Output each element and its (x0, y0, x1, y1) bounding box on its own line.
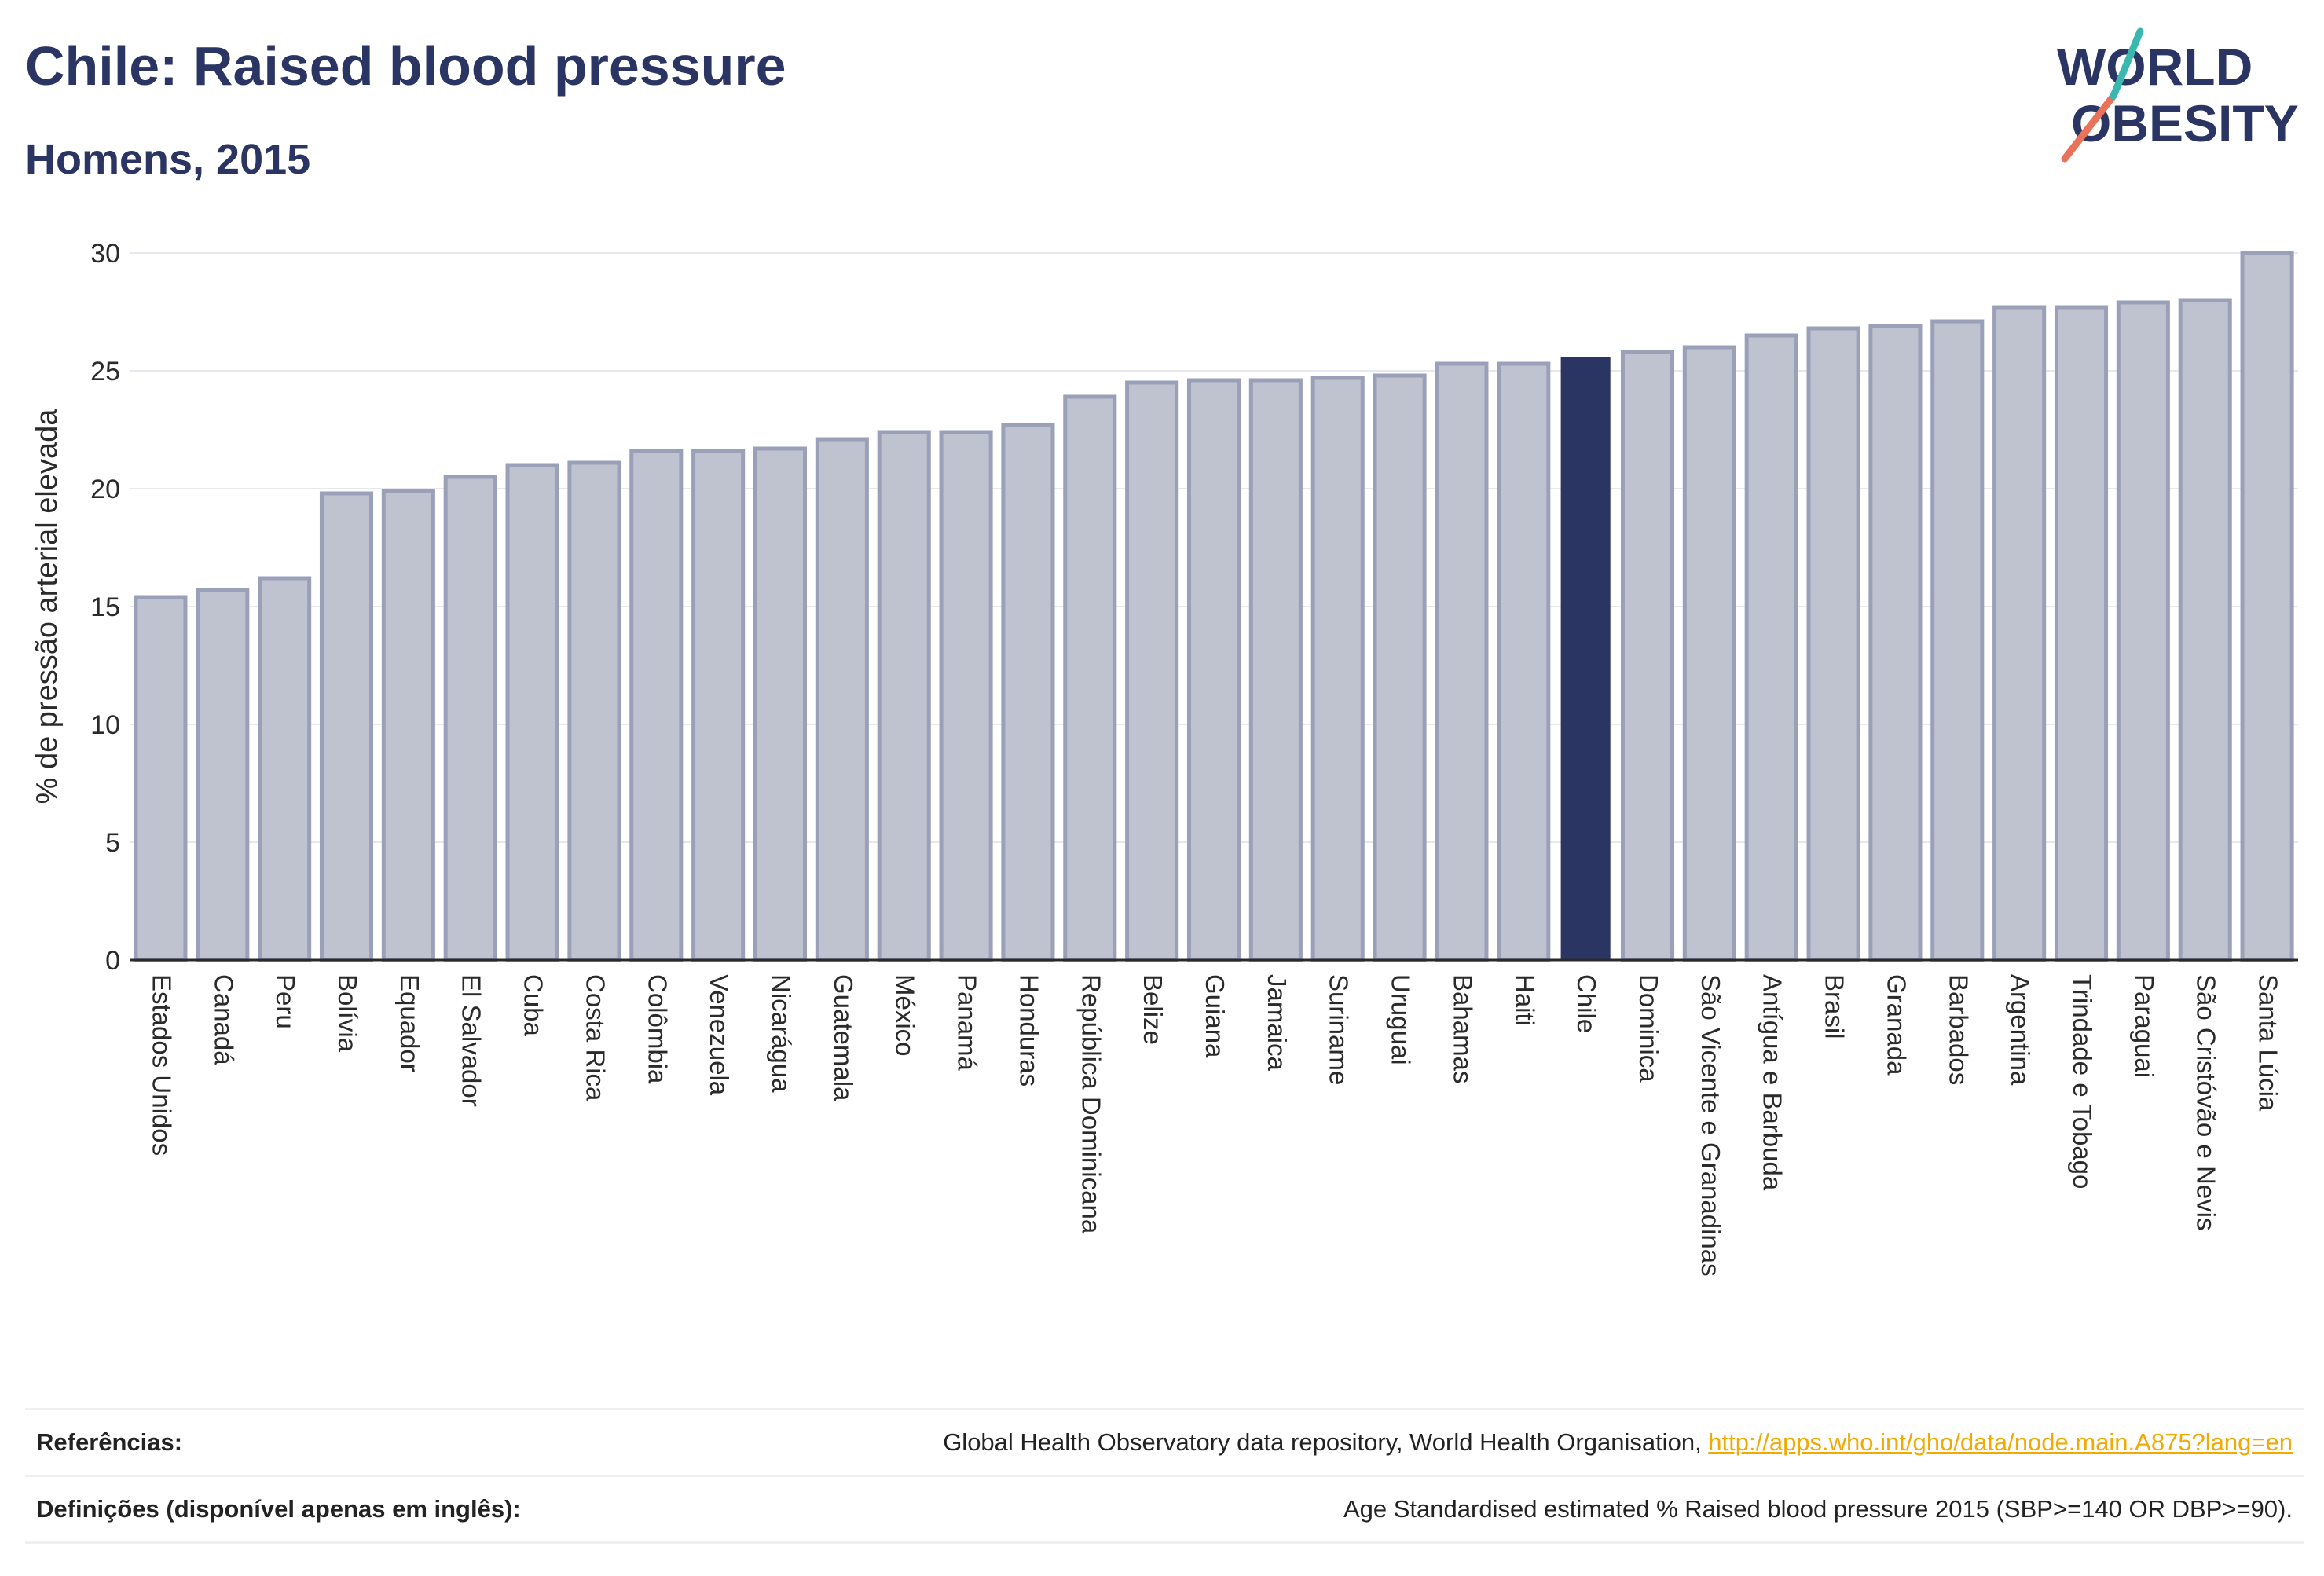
y-tick-label: 30 (90, 239, 120, 269)
x-category-label: Brasil (1820, 974, 1849, 1039)
logo-line1: WORLD (2057, 38, 2253, 96)
y-axis-title: % de pressão arterial elevada (31, 409, 64, 804)
y-axis-ticks: 0 5 10 15 20 25 30 (90, 239, 120, 976)
bar (319, 491, 374, 962)
x-category-label: São Cristóvão e Nevis (2192, 974, 2221, 1230)
references-label: Referências: (36, 1428, 183, 1456)
bar (567, 460, 621, 962)
x-category-label: Equador (395, 974, 424, 1072)
bar (1125, 380, 1179, 962)
x-category-label: Barbados (1944, 974, 1973, 1085)
bar (1497, 361, 1551, 962)
references-text: Global Health Observatory data repositor… (943, 1428, 1709, 1456)
x-category-label: Nicarágua (767, 974, 796, 1093)
bar (1744, 333, 1798, 962)
x-category-label: El Salvador (457, 974, 486, 1107)
y-tick-label: 10 (90, 710, 120, 740)
bar (381, 489, 435, 962)
x-category-label: Dominica (1634, 974, 1663, 1083)
y-tick-label: 15 (90, 592, 120, 622)
x-category-label: Jamaica (1263, 974, 1292, 1072)
bar (1248, 378, 1303, 962)
bar (629, 449, 684, 962)
bar (939, 430, 993, 962)
bar (1930, 319, 1985, 962)
references-link[interactable]: http://apps.who.int/gho/data/node.main.A… (1708, 1428, 2293, 1456)
bar (691, 449, 746, 962)
bar (1186, 378, 1241, 962)
x-category-label: Paraguai (2130, 974, 2159, 1078)
world-obesity-logo: WORLD OBESITY (2057, 27, 2299, 163)
y-tick-label: 5 (105, 828, 120, 858)
x-category-label: Suriname (1325, 974, 1354, 1085)
x-category-label: Haiti (1510, 974, 1539, 1026)
x-category-label: Estados Unidos (147, 974, 176, 1156)
bar (134, 595, 188, 962)
x-category-label: Trindade e Tobago (2068, 974, 2097, 1189)
y-tick-label: 25 (90, 357, 120, 387)
x-category-label: Venezuela (705, 974, 734, 1096)
x-category-label: Bolívia (333, 974, 362, 1053)
chart-subtitle: Homens, 2015 (25, 136, 311, 183)
x-category-label: São Vicente e Granadinas (1696, 974, 1725, 1277)
bar (1682, 345, 1736, 962)
y-tick-label: 20 (90, 475, 120, 504)
x-category-label: Costa Rica (581, 974, 610, 1101)
bar (2116, 300, 2170, 962)
x-category-label: Uruguai (1387, 974, 1416, 1065)
bar (1868, 324, 1923, 962)
bar (1620, 350, 1675, 962)
bar (1310, 376, 1365, 962)
x-category-label: Colômbia (643, 974, 672, 1084)
x-category-label: Argentina (2006, 974, 2035, 1086)
x-category-label: Panamá (953, 974, 982, 1072)
x-category-label: Peru (271, 974, 300, 1029)
x-category-label: Chile (1572, 974, 1601, 1033)
bars (134, 251, 2294, 962)
bar (443, 475, 497, 962)
bar (2054, 305, 2109, 962)
bar-chart: 0 5 10 15 20 25 30 Estados Unidos Canadá Peru Bol… (31, 239, 2298, 1277)
x-category-label: Canadá (209, 974, 238, 1065)
bar (1063, 394, 1117, 962)
x-category-label: Cuba (519, 974, 548, 1037)
x-category-label: Bahamas (1448, 974, 1477, 1083)
definitions-label: Definições (disponível apenas em inglês)… (36, 1495, 521, 1523)
x-category-label: Guatemala (829, 974, 858, 1101)
x-category-label: Antígua e Barbuda (1758, 974, 1787, 1191)
bar (258, 576, 312, 962)
bar (1806, 326, 1860, 962)
definitions-row: Definições (disponível apenas em inglês)… (25, 1475, 2304, 1544)
bar (2178, 298, 2232, 962)
bar (505, 463, 559, 962)
x-category-label: Santa Lúcia (2254, 974, 2283, 1112)
references-value: Global Health Observatory data repositor… (943, 1428, 2304, 1457)
chart-title: Chile: Raised blood pressure (25, 35, 786, 97)
x-category-label: México (891, 974, 920, 1057)
bar (877, 430, 931, 962)
definitions-value: Age Standardised estimated % Raised bloo… (1343, 1495, 2293, 1523)
bar (1373, 373, 1427, 962)
x-category-label: República Dominicana (1076, 974, 1105, 1234)
x-category-label: Honduras (1014, 974, 1043, 1087)
footer-table: Referências: Global Health Observatory d… (25, 1408, 2304, 1544)
bar-highlight (1560, 357, 1611, 960)
bar (1992, 305, 2047, 962)
x-category-label: Granada (1882, 974, 1911, 1076)
bar (753, 446, 808, 962)
x-axis-labels: Estados Unidos Canadá Peru Bolívia Equador El… (147, 974, 2282, 1277)
bar (196, 588, 250, 962)
x-category-label: Guiana (1200, 974, 1230, 1058)
x-category-label: Belize (1138, 974, 1167, 1045)
references-row: Referências: Global Health Observatory d… (25, 1408, 2304, 1475)
bar (815, 437, 869, 962)
y-tick-label: 0 (105, 946, 120, 976)
bar (2240, 251, 2294, 962)
bar (1001, 423, 1055, 962)
bar (1435, 361, 1489, 962)
